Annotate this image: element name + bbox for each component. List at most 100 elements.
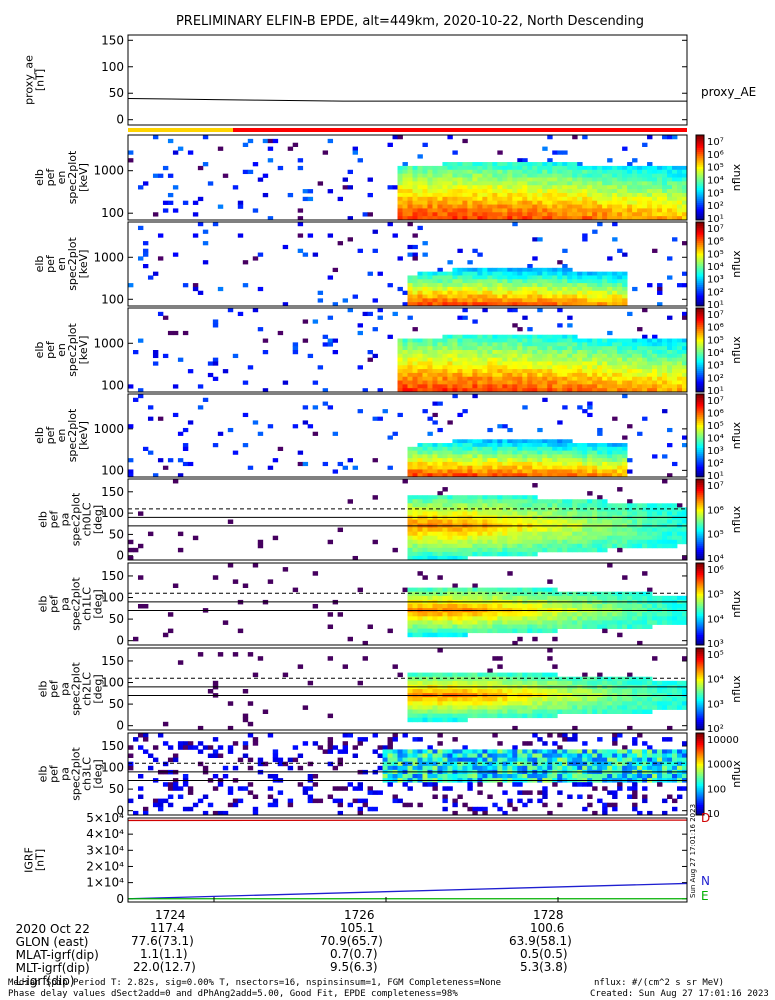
spectrogram-cell xyxy=(487,338,493,343)
spectrogram-cell xyxy=(492,216,498,221)
spectrogram-cell xyxy=(527,616,533,621)
spectrogram-cell xyxy=(432,604,438,609)
colorbar-segment xyxy=(696,171,704,174)
spectrogram-cell xyxy=(457,595,463,601)
spectrogram-cell xyxy=(622,357,628,362)
spectrogram-cell xyxy=(532,365,538,370)
spectrogram-cell xyxy=(597,372,603,378)
spectrogram-cell xyxy=(417,632,423,638)
spectrogram-cell xyxy=(447,469,453,474)
y-tick-label: 0 xyxy=(116,549,124,563)
spectrogram-cell xyxy=(642,511,648,516)
spectrogram-cell xyxy=(402,342,408,347)
spectrogram-cell xyxy=(637,346,643,351)
spectrogram-cell xyxy=(537,237,543,242)
spectrogram-cell xyxy=(642,346,648,351)
spectrogram-cell xyxy=(502,204,508,209)
spectrogram-cell xyxy=(457,302,463,307)
spectrogram-cell xyxy=(482,595,488,601)
spectrogram-cell xyxy=(437,676,443,682)
spectrogram-cell xyxy=(637,372,643,378)
spectrogram-cell xyxy=(587,454,593,459)
spectrogram-cell xyxy=(542,192,548,198)
spectrogram-cell xyxy=(472,165,478,171)
spectrogram-cell xyxy=(427,507,433,512)
spectrogram-cell xyxy=(652,369,658,374)
spectrogram-cell xyxy=(447,604,453,609)
spectrogram-cell xyxy=(597,473,603,478)
spectrogram-cell xyxy=(462,294,468,299)
spectrogram-cell xyxy=(527,350,533,355)
spectrogram-cell xyxy=(612,181,618,186)
spectrogram-cell xyxy=(417,196,423,202)
spectrogram-cell xyxy=(302,252,309,257)
spectrogram-cell xyxy=(682,616,688,621)
spectrogram-cell xyxy=(667,503,673,508)
spectrogram-cell xyxy=(472,503,478,508)
spectrogram-cell xyxy=(242,283,249,288)
spectrogram-cell xyxy=(537,173,543,178)
spectrogram-cell xyxy=(542,527,548,533)
spectrogram-cell xyxy=(577,519,583,524)
spectrogram-cell xyxy=(637,595,643,601)
spectrogram-cell xyxy=(547,200,553,205)
spectrogram-cell xyxy=(432,365,438,370)
spectrogram-cell xyxy=(512,365,518,370)
spectrogram-cell xyxy=(467,454,473,459)
spectrogram-cell xyxy=(552,539,558,545)
spectrogram-cell xyxy=(142,241,149,246)
spectrogram-cell xyxy=(407,551,413,557)
spectrogram-cell xyxy=(437,527,443,533)
spectrogram-cell xyxy=(457,701,463,706)
spectrogram-cell xyxy=(547,162,553,167)
spectrogram-cell xyxy=(682,350,688,355)
spectrogram-cell xyxy=(542,454,548,459)
spectrogram-cell xyxy=(577,446,583,451)
spectrogram-cell xyxy=(632,376,638,381)
spectrogram-cell xyxy=(467,342,473,347)
spectrogram-cell xyxy=(422,612,428,617)
ylabel-line: spec2plot xyxy=(70,577,83,631)
spectrogram-cell xyxy=(542,302,548,307)
spectrogram-cell xyxy=(492,338,498,343)
spectrogram-cell xyxy=(597,450,603,455)
spectrogram-cell xyxy=(437,286,443,292)
spectrogram-cell xyxy=(467,298,473,303)
spectrogram-cell xyxy=(527,495,533,500)
spectrogram-cell xyxy=(662,192,668,198)
spectrogram-cell xyxy=(482,697,488,702)
spectrogram-cell xyxy=(592,446,598,451)
spectrogram-cell xyxy=(567,286,573,292)
spectrogram-cell xyxy=(512,372,518,378)
spectrogram-cell xyxy=(567,267,573,273)
spectrogram-cell xyxy=(157,458,164,463)
spectrogram-cell xyxy=(642,543,648,549)
spectrogram-cell xyxy=(482,689,488,694)
spectrogram-cell xyxy=(682,384,688,389)
spectrogram-cell xyxy=(482,620,488,625)
spectrogram-cell xyxy=(617,461,623,467)
spectrogram-cell xyxy=(562,294,568,299)
spectrogram-cell xyxy=(422,212,428,217)
spectrogram-cell xyxy=(452,672,458,678)
colorbar-tick-label: 10³ xyxy=(707,361,724,372)
spectrogram-cell xyxy=(617,388,623,393)
spectrogram-cell xyxy=(432,189,438,194)
spectrogram-cell xyxy=(482,672,488,678)
spectrogram-cell xyxy=(667,365,673,370)
spectrogram-cell xyxy=(602,302,608,307)
spectrogram-cell xyxy=(652,507,658,512)
spectrogram-cell xyxy=(522,271,528,276)
spectrogram-cell xyxy=(477,192,483,198)
spectrogram-cell xyxy=(617,591,623,597)
spectrogram-cell xyxy=(672,604,678,609)
spectrogram-cell xyxy=(497,507,503,512)
spectrogram-cell xyxy=(457,713,463,719)
spectrogram-cell xyxy=(607,539,613,545)
y-tick-label: 100 xyxy=(101,463,124,477)
spectrogram-cell xyxy=(547,372,553,378)
spectrogram-cell xyxy=(537,503,543,508)
spectrogram-cell xyxy=(622,196,628,202)
ylabel-line: spec2plot xyxy=(70,662,83,716)
spectrogram-cell xyxy=(587,473,593,478)
